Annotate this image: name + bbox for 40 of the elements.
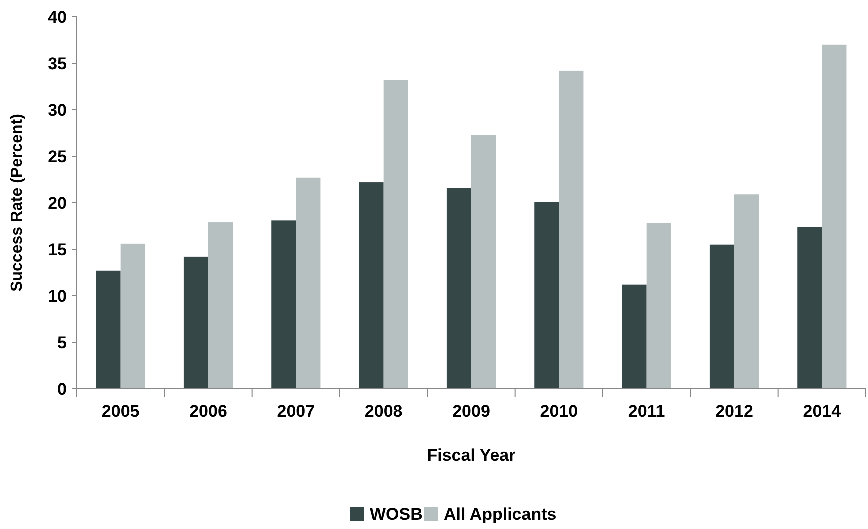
x-tick-label: 2012 xyxy=(716,402,754,421)
y-tick-label: 25 xyxy=(48,147,67,166)
bar xyxy=(384,80,408,389)
legend-label: All Applicants xyxy=(444,505,557,524)
x-tick-label: 2008 xyxy=(364,402,403,421)
bar xyxy=(798,227,822,389)
bar xyxy=(472,135,496,389)
bar xyxy=(822,44,847,389)
y-tick-label: 20 xyxy=(48,194,67,213)
bar xyxy=(446,188,472,389)
x-axis-title: Fiscal Year xyxy=(427,446,516,465)
legend-label: WOSB xyxy=(370,505,423,524)
bar xyxy=(184,256,208,389)
x-tick-label: 2005 xyxy=(102,402,140,421)
bar xyxy=(646,223,672,389)
y-tick-label: 0 xyxy=(58,380,67,399)
bar xyxy=(622,284,647,389)
x-tick-label: 2010 xyxy=(540,402,578,421)
y-tick-label: 30 xyxy=(48,100,67,120)
bar xyxy=(120,244,146,389)
y-tick-label: 15 xyxy=(48,240,67,260)
x-tick-label: 2007 xyxy=(277,402,316,421)
y-tick-label: 10 xyxy=(48,286,67,306)
bar xyxy=(359,182,384,389)
bar xyxy=(272,220,296,389)
bar xyxy=(710,244,734,389)
x-tick-label: 2011 xyxy=(628,402,666,421)
x-tick-label: 2014 xyxy=(803,402,842,421)
y-tick-label: 5 xyxy=(58,333,67,352)
y-axis-title: Success Rate (Percent) xyxy=(9,114,26,292)
bar xyxy=(208,222,234,389)
bar xyxy=(296,178,321,389)
y-tick-label: 35 xyxy=(48,54,67,74)
x-tick-label: 2009 xyxy=(452,402,490,421)
bar xyxy=(96,270,121,389)
bar xyxy=(534,202,560,389)
bar xyxy=(734,194,760,389)
x-tick-label: 2006 xyxy=(190,402,228,421)
bar xyxy=(559,70,584,389)
y-tick-label: 40 xyxy=(48,8,67,27)
